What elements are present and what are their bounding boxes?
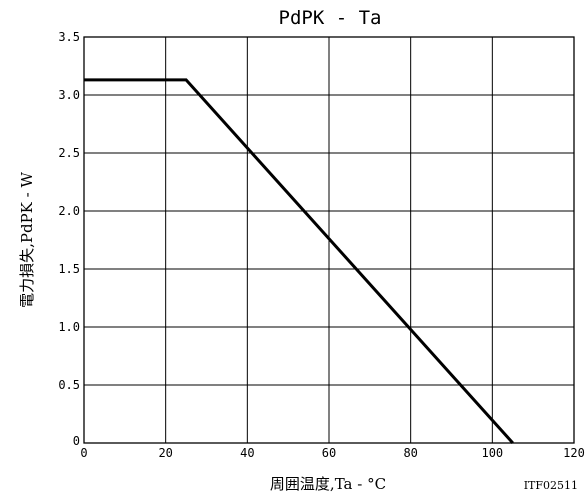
y-tick-label: 3.5: [58, 30, 80, 44]
y-tick-label: 1.5: [58, 262, 80, 276]
y-axis-label: 電力損失,PdPK - W: [18, 172, 36, 308]
x-tick-label: 80: [403, 446, 417, 460]
y-tick-label: 3.0: [58, 88, 80, 102]
figure-code: ITF02511: [524, 479, 578, 492]
y-tick-labels: 0 0.5 1.0 1.5 2.0 2.5 3.0 3.5: [58, 30, 80, 448]
x-tick-label: 100: [481, 446, 503, 460]
y-tick-label: 0.5: [58, 378, 80, 392]
x-tick-label: 20: [158, 446, 172, 460]
y-tick-label: 2.5: [58, 146, 80, 160]
x-tick-label: 0: [80, 446, 87, 460]
chart-title: PdPK - Ta: [279, 7, 382, 29]
x-axis-label: 周囲温度,Ta - °C: [270, 475, 386, 493]
plot-frame: [83, 36, 575, 444]
curve-layer: [84, 78, 514, 445]
y-tick-label: 0: [73, 434, 80, 448]
x-tick-label: 60: [322, 446, 336, 460]
series-line-0: [84, 78, 514, 445]
x-tick-label: 120: [563, 446, 585, 460]
x-tick-labels: 0 20 40 60 80 100 120: [80, 446, 584, 460]
y-tick-label: 2.0: [58, 204, 80, 218]
y-tick-label: 1.0: [58, 320, 80, 334]
x-tick-label: 40: [240, 446, 254, 460]
grid: [83, 36, 575, 444]
